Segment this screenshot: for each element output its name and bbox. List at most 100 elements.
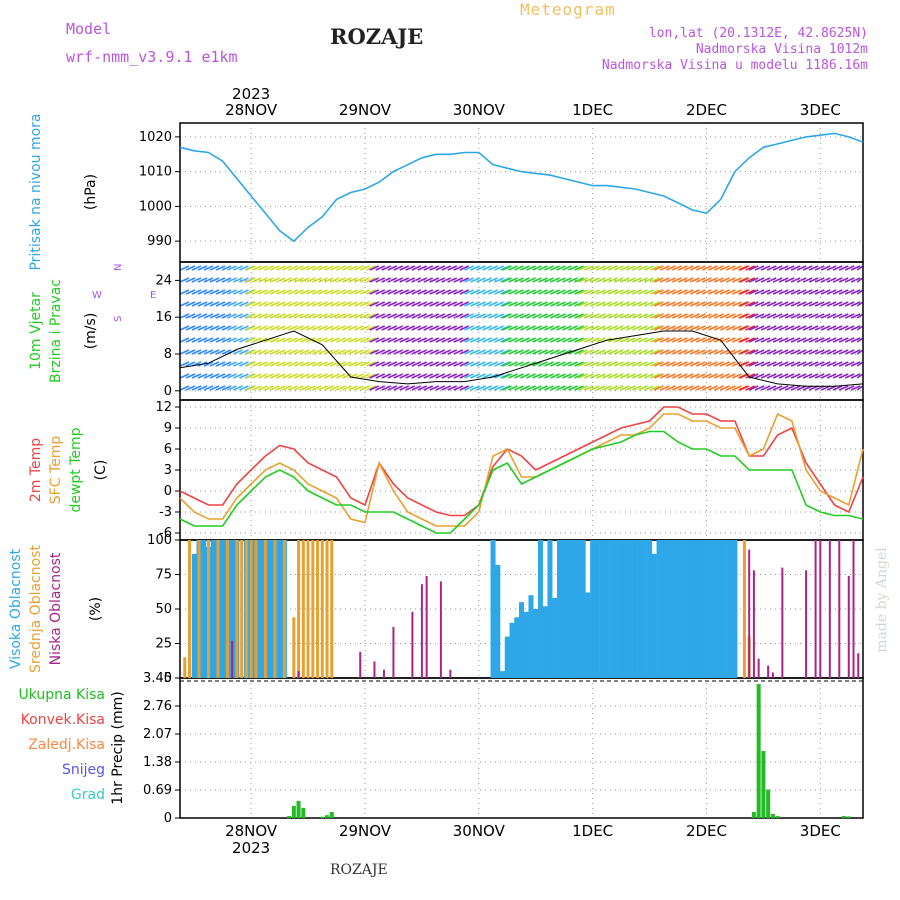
wind-barb [494, 385, 504, 391]
wind-barb [369, 277, 380, 283]
wind-barb [632, 265, 642, 271]
cloud-bar [191, 553, 197, 678]
wind-side-label-2: Brzina i Pravac [48, 279, 64, 383]
wind-barb [707, 313, 718, 319]
x-tick-label-bottom: 1DEC [572, 822, 613, 840]
wind-barb [808, 265, 819, 271]
wind-barb [185, 349, 196, 355]
wind-barb [532, 289, 542, 295]
wind-barb [476, 385, 486, 391]
wind-barb [191, 301, 202, 307]
wind-barb [544, 349, 554, 355]
wind-barb [544, 265, 554, 271]
wind-barb [665, 301, 676, 307]
model-label: Model [66, 20, 112, 38]
wind-barb [784, 301, 795, 307]
wind-barb [748, 337, 759, 343]
wind-barb [748, 349, 759, 355]
wind-barb [502, 301, 512, 307]
wind-barb [393, 301, 404, 307]
wind-barb [459, 289, 470, 295]
wind-barb [227, 313, 237, 319]
wind-barb [447, 325, 458, 331]
wind-barb [482, 277, 492, 283]
wind-barb [802, 361, 813, 367]
wind-barb [381, 349, 392, 355]
wind-barb [739, 277, 750, 283]
wind-barb [731, 349, 742, 355]
wind-barb [470, 337, 480, 343]
wind-barb [233, 349, 243, 355]
wind-barb [650, 289, 660, 295]
wind-barb [482, 325, 492, 331]
wind-barb [209, 373, 220, 379]
wind-barb [671, 301, 682, 307]
wind-barb [574, 325, 584, 331]
wind-barb [574, 265, 584, 271]
wind-barb [482, 289, 492, 295]
wind-barb [459, 301, 470, 307]
wind-barb [520, 265, 530, 271]
cloud-bar [495, 564, 501, 678]
wind-barb [739, 265, 750, 271]
wind-barb [596, 301, 606, 307]
wind-barb [488, 265, 498, 271]
wind-barb [453, 337, 464, 343]
wind-barb [324, 265, 334, 271]
wind-barb [820, 289, 831, 295]
wind-barb [482, 301, 492, 307]
y-tick-label: 1020 [139, 130, 172, 145]
compass-e: E [150, 290, 156, 301]
wind-barb [626, 361, 636, 367]
wind-barb [447, 361, 458, 367]
wind-barb [650, 337, 660, 343]
wind-barb [820, 301, 831, 307]
wind-barb [221, 337, 232, 343]
wind-barb [772, 349, 783, 355]
wind-barb [342, 373, 352, 379]
wind-barb [300, 361, 310, 367]
wind-barb [808, 349, 819, 355]
wind-barb [695, 337, 706, 343]
wind-barb [185, 373, 196, 379]
wind-barb [411, 349, 422, 355]
temp-line-0 [179, 406, 864, 517]
wind-barb [330, 373, 340, 379]
wind-barb [620, 337, 630, 343]
y-tick-label: 6 [164, 442, 172, 457]
wind-barb [282, 373, 292, 379]
wind-barb [850, 385, 861, 391]
wind-barb [689, 313, 700, 319]
wind-barb [772, 361, 783, 367]
wind-barb [435, 289, 446, 295]
wind-barb [294, 325, 304, 331]
wind-barb [508, 301, 518, 307]
wind-barb [802, 301, 813, 307]
wind-barb [790, 265, 801, 271]
wind-barb [221, 325, 232, 331]
wind-barb [626, 289, 636, 295]
wind-barb [508, 265, 518, 271]
wind-barb [258, 301, 268, 307]
wind-barb [441, 313, 452, 319]
wind-barb [562, 313, 572, 319]
wind-barb [276, 349, 286, 355]
wind-barb [336, 361, 346, 367]
wind-barb [453, 265, 464, 271]
wind-barb [602, 265, 612, 271]
wind-barb [447, 277, 458, 283]
wind-barb [185, 265, 196, 271]
wind-zone-7 [653, 265, 748, 391]
wind-barb [844, 265, 855, 271]
wind-barb [381, 361, 392, 367]
wind-barb [215, 325, 226, 331]
x-tick-label-top: 2DEC [686, 101, 727, 119]
wind-barb [476, 277, 486, 283]
wind-barb [614, 373, 624, 379]
wind-barb [796, 265, 807, 271]
wind-barb [429, 325, 440, 331]
cloud-bar [613, 540, 619, 678]
y-tick-label: 16 [155, 310, 172, 325]
wind-barb [441, 301, 452, 307]
cloud-bar [618, 540, 624, 678]
